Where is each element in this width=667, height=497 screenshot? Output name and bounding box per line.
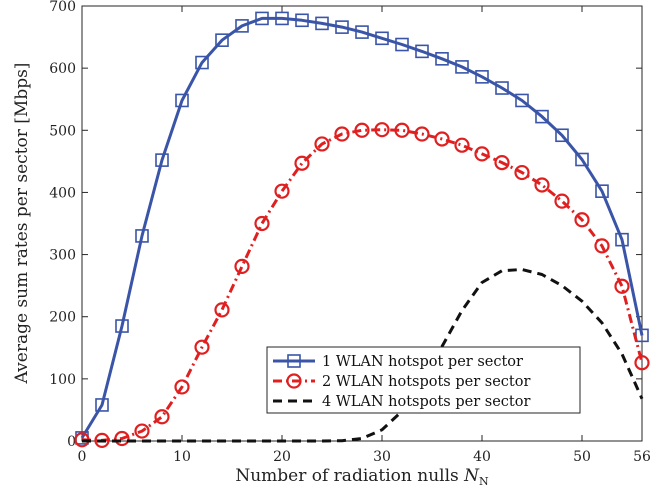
- data-point: [114, 430, 130, 447]
- legend-entry: 1 WLAN hotspot per sector: [273, 354, 523, 370]
- data-point: [335, 20, 349, 34]
- legend-label: 4 WLAN hotspots per sector: [322, 394, 530, 410]
- legend-label: 2 WLAN hotspots per sector: [322, 374, 530, 390]
- data-point: [394, 122, 410, 138]
- data-point: [295, 13, 309, 28]
- data-point: [255, 11, 269, 26]
- data-point: [375, 31, 389, 46]
- x-axis-label: Number of radiation nulls NN: [235, 466, 489, 488]
- series-2: [74, 122, 650, 448]
- data-point: [614, 278, 630, 294]
- x-tick-label: 50: [573, 449, 591, 465]
- data-point: [354, 122, 370, 138]
- data-point: [174, 379, 190, 395]
- y-tick-label: 600: [49, 61, 76, 77]
- x-tick-label: 20: [273, 449, 291, 465]
- legend-box: [266, 346, 581, 414]
- data-point: [334, 126, 350, 142]
- data-point: [235, 19, 249, 33]
- data-point: [315, 16, 329, 31]
- data-point: [514, 164, 530, 181]
- data-point: [234, 258, 250, 274]
- y-tick-label: 500: [49, 123, 76, 139]
- data-point: [194, 339, 210, 355]
- y-tick-label: 300: [49, 248, 76, 264]
- legend-label: 1 WLAN hotspot per sector: [322, 354, 523, 370]
- data-point: [454, 137, 470, 153]
- series-1: [75, 11, 649, 445]
- data-point: [455, 60, 469, 74]
- data-point: [475, 70, 489, 84]
- data-point: [135, 229, 149, 243]
- y-tick-label: 700: [49, 0, 76, 15]
- data-point: [287, 354, 301, 368]
- data-point: [95, 398, 109, 412]
- data-point: [214, 302, 230, 318]
- data-point: [314, 136, 330, 152]
- legend-entry: 4 WLAN hotspots per sector: [273, 394, 530, 410]
- data-point: [286, 373, 302, 389]
- data-point: [374, 122, 390, 138]
- data-point: [115, 319, 129, 333]
- x-tick-label: 10: [173, 449, 191, 465]
- data-point: [275, 11, 289, 26]
- data-point: [195, 55, 209, 70]
- data-point: [494, 155, 510, 171]
- data-point: [155, 153, 169, 167]
- x-tick-label: 40: [473, 449, 491, 465]
- axis-ticks: 0 10 20 30 40 50 56 0 100 200 300 400 500 600 700: [49, 0, 651, 465]
- y-tick-label: 200: [49, 310, 76, 326]
- data-point: [215, 33, 229, 47]
- data-point: [355, 25, 369, 39]
- x-tick-label: 0: [78, 449, 87, 465]
- y-tick-label: 400: [49, 185, 76, 201]
- data-point: [594, 238, 610, 254]
- series-layer: [74, 11, 650, 448]
- data-point: [474, 146, 490, 162]
- data-point: [294, 155, 310, 171]
- data-point: [554, 193, 570, 209]
- data-point: [575, 152, 589, 167]
- data-point: [134, 423, 150, 439]
- data-point: [555, 128, 569, 143]
- x-tick-label: 30: [373, 449, 391, 465]
- data-point: [435, 52, 449, 66]
- data-point: [595, 184, 609, 198]
- y-tick-label: 0: [67, 434, 76, 450]
- data-point: [515, 93, 529, 108]
- y-axis-label: Average sum rates per sector [Mbps]: [12, 63, 32, 385]
- data-point: [534, 177, 550, 193]
- data-point: [434, 131, 450, 147]
- data-point: [634, 355, 650, 371]
- series-line: [81, 128, 644, 442]
- data-point: [154, 409, 170, 425]
- legend: 1 WLAN hotspot per sector 2 WLAN hotspots…: [266, 346, 581, 414]
- data-point: [414, 126, 430, 142]
- data-point: [175, 93, 189, 108]
- data-point: [94, 432, 110, 448]
- data-point: [415, 44, 429, 59]
- y-tick-label: 100: [49, 372, 76, 388]
- data-point: [495, 81, 509, 95]
- data-point: [535, 109, 549, 124]
- x-tick-label: 56: [633, 449, 651, 465]
- data-point: [254, 215, 270, 232]
- data-point: [395, 37, 409, 52]
- legend-entry: 2 WLAN hotspots per sector: [273, 373, 530, 390]
- data-point: [274, 183, 290, 199]
- data-point: [574, 212, 590, 228]
- data-point: [615, 232, 629, 247]
